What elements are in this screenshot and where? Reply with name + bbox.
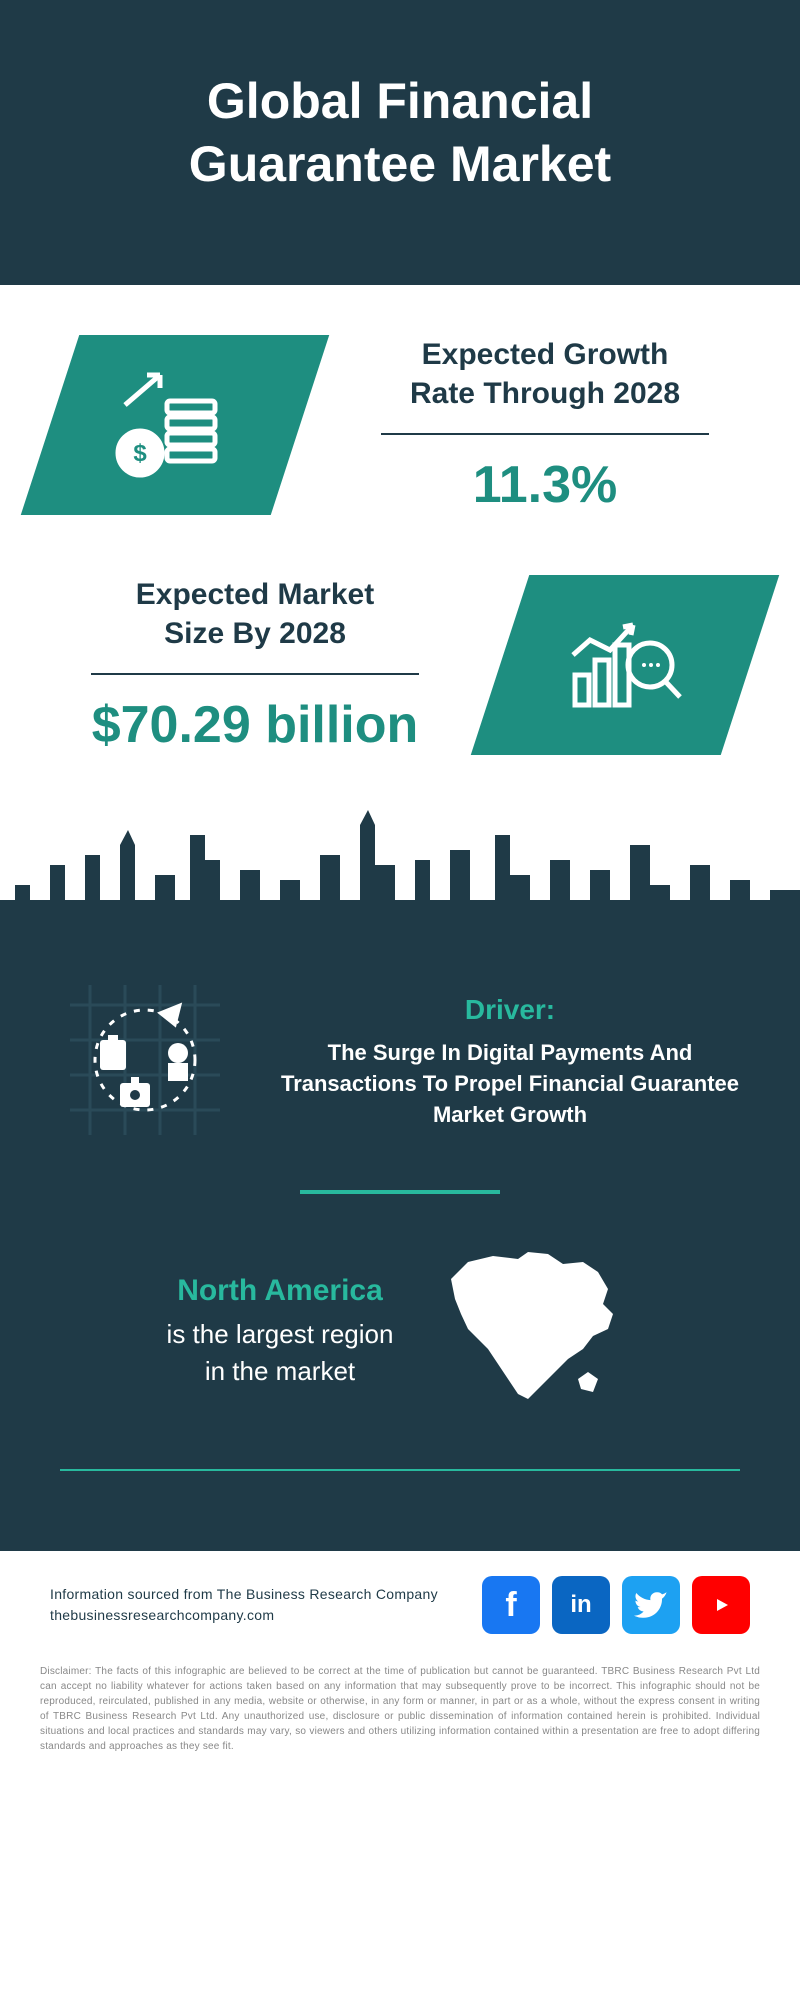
- region-name: North America: [167, 1274, 394, 1308]
- market-size-stat: Expected Market Size By 2028 $70.29 bill…: [50, 575, 460, 755]
- disclaimer-text: Disclaimer: The facts of this infographi…: [0, 1664, 800, 1794]
- social-links: f in: [482, 1576, 750, 1634]
- market-size-label: Expected Market Size By 2028: [50, 575, 460, 653]
- footer: Information sourced from The Business Re…: [0, 1551, 800, 1634]
- driver-description: The Surge In Digital Payments And Transa…: [280, 1038, 740, 1130]
- youtube-link[interactable]: [692, 1576, 750, 1634]
- twitter-link[interactable]: [622, 1576, 680, 1634]
- region-row: North America is the largest region in t…: [60, 1244, 740, 1419]
- growth-stat: Expected Growth Rate Through 2028 11.3%: [340, 335, 750, 515]
- facebook-link[interactable]: f: [482, 1576, 540, 1634]
- growth-row: $ Expected Growth Rate Through 2028 11.3…: [50, 335, 750, 515]
- region-text: North America is the largest region in t…: [167, 1274, 394, 1389]
- growth-label: Expected Growth Rate Through 2028: [340, 335, 750, 413]
- driver-text: Driver: The Surge In Digital Payments An…: [280, 994, 740, 1130]
- section-divider: [300, 1190, 500, 1194]
- market-size-value: $70.29 billion: [50, 695, 460, 755]
- growth-icon-panel: $: [50, 335, 300, 515]
- footer-divider: [60, 1469, 740, 1471]
- svg-text:$: $: [133, 440, 147, 467]
- growth-value: 11.3%: [340, 455, 750, 515]
- driver-row: Driver: The Surge In Digital Payments An…: [60, 975, 740, 1150]
- north-america-map-icon: [433, 1244, 633, 1419]
- market-size-row: Expected Market Size By 2028 $70.29 bill…: [50, 575, 750, 755]
- divider: [91, 673, 419, 675]
- header: Global Financial Guarantee Market: [0, 0, 800, 285]
- page-title: Global Financial Guarantee Market: [40, 70, 760, 195]
- dark-section: Driver: The Surge In Digital Payments An…: [0, 945, 800, 1551]
- title-line2: Guarantee Market: [189, 136, 611, 192]
- source-row: Information sourced from The Business Re…: [50, 1576, 750, 1634]
- region-desc: is the largest region in the market: [167, 1316, 394, 1389]
- driver-network-icon: [60, 975, 230, 1150]
- stats-section: $ Expected Growth Rate Through 2028 11.3…: [0, 285, 800, 805]
- chart-analysis-icon: [500, 575, 750, 755]
- linkedin-link[interactable]: in: [552, 1576, 610, 1634]
- driver-title: Driver:: [280, 994, 740, 1026]
- source-text: Information sourced from The Business Re…: [50, 1584, 438, 1626]
- analysis-icon-panel: [500, 575, 750, 755]
- money-growth-icon: $: [50, 335, 300, 515]
- title-line1: Global Financial: [207, 73, 593, 129]
- divider: [381, 433, 709, 435]
- skyline-icon: [0, 805, 800, 945]
